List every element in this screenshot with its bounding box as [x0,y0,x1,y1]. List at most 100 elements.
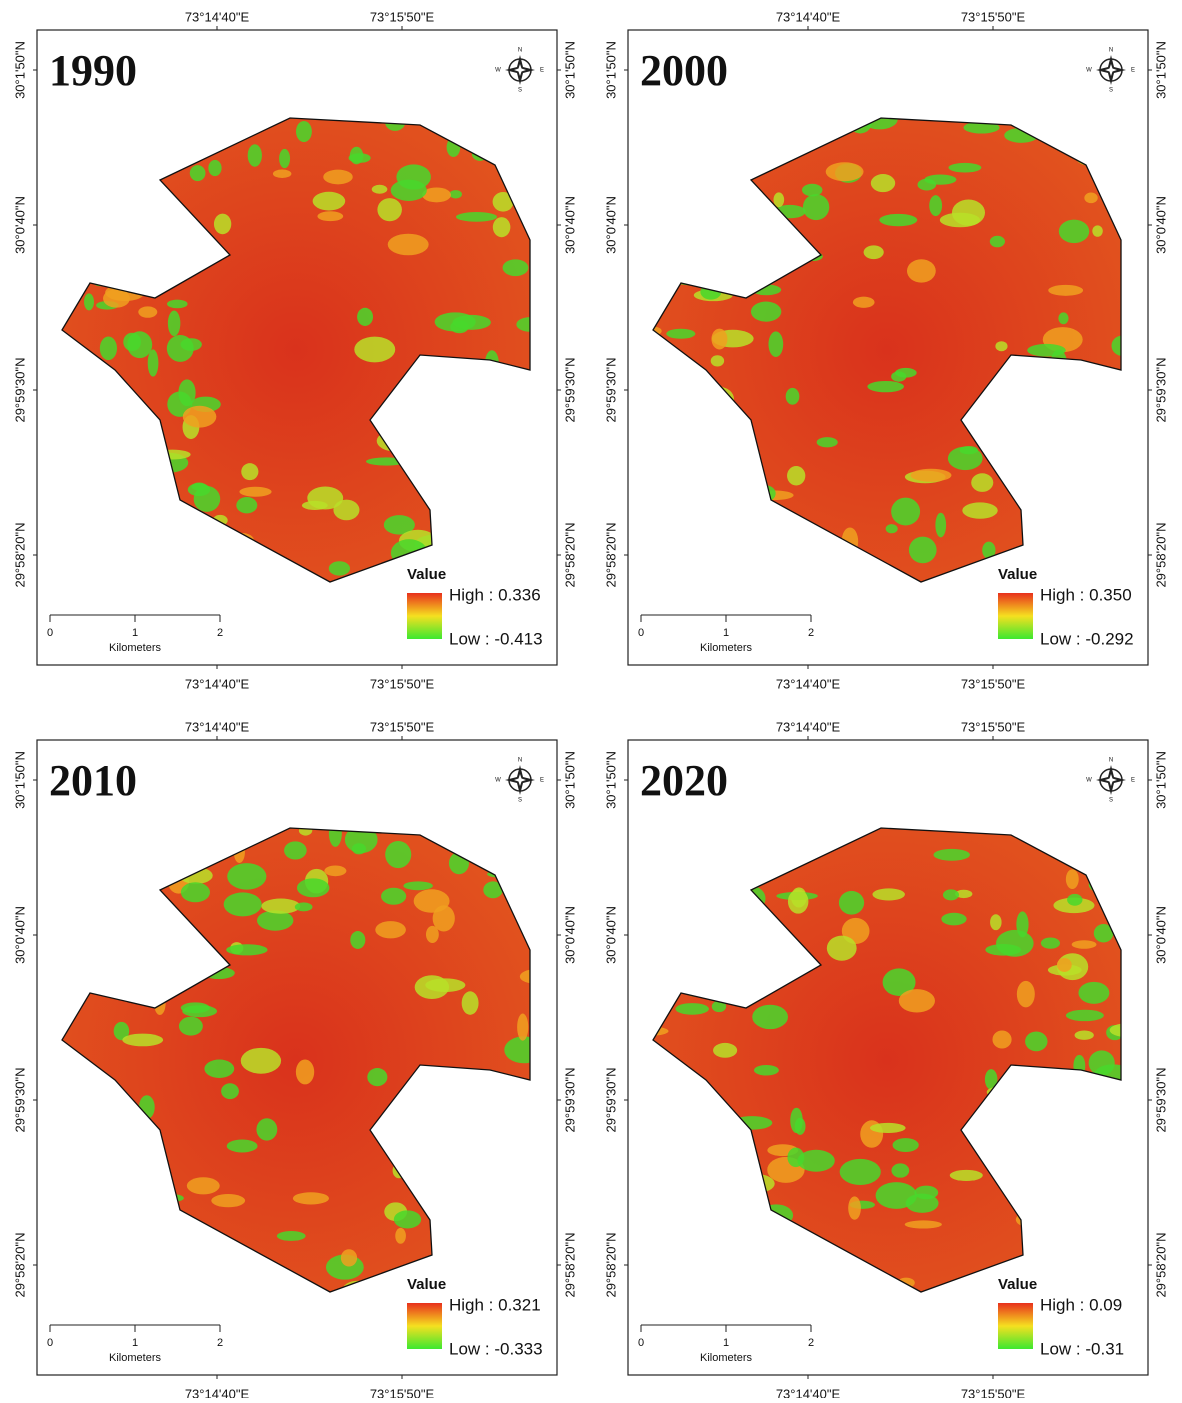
vegetation-patch [261,898,301,914]
vegetation-patch [1056,957,1072,972]
vegetation-patch [340,1249,358,1267]
vegetation-patch [295,1059,315,1085]
lat-label: 30°0'40"N [603,196,618,254]
vegetation-patch [908,536,937,564]
vegetation-patch [939,212,981,228]
vegetation-patch [1025,1031,1048,1052]
lat-label: 30°0'40"N [1153,196,1168,254]
vegetation-patch [852,296,875,308]
lat-label: 30°0'40"N [12,906,27,964]
vegetation-patch [872,888,905,901]
compass-letter: N [1109,758,1113,764]
vegetation-patch [180,882,210,903]
vegetation-patch [891,371,907,382]
vegetation-patch [517,1013,529,1041]
lat-label: 30°0'40"N [12,196,27,254]
vegetation-patch [127,331,153,359]
vegetation-patch [1071,940,1097,949]
vegetation-patch [147,349,159,377]
lon-label: 73°14'40"E [185,676,250,691]
vegetation-patch [1074,1030,1094,1040]
lon-label: 73°15'50"E [961,1386,1026,1398]
vegetation-patch [882,968,916,996]
compass-letter: S [1109,88,1113,94]
lat-label: 30°1'50"N [562,751,577,809]
vegetation-patch [208,159,222,177]
vegetation-patch [773,192,785,208]
compass: N S E W [495,758,544,804]
lat-label: 30°1'50"N [603,41,618,99]
vegetation-patch [189,165,206,182]
legend-low: Low : -0.413 [449,629,543,648]
compass-letter: N [518,48,522,54]
vegetation-patch [848,1196,861,1220]
vegetation-patch [312,191,346,211]
scale-label: 0 [47,627,53,639]
legend-title: Value [407,1276,446,1293]
vegetation-patch [1111,335,1121,356]
map-outline [652,117,1122,583]
vegetation-patch [753,1064,779,1076]
vegetation-patch [910,468,952,482]
legend-high: High : 0.350 [1040,585,1132,604]
legend-ramp [998,593,1033,639]
vegetation-patch [1058,219,1090,244]
vegetation-patch [455,212,498,222]
vegetation-patch [226,944,268,956]
vegetation-patch [1048,284,1084,296]
vegetation-patch [213,213,232,235]
vegetation-patch [182,405,217,428]
scale-label: 0 [638,627,644,639]
lat-label: 30°1'50"N [12,41,27,99]
lon-label: 73°15'50"E [370,1386,435,1398]
vegetation-patch [113,1021,130,1041]
vegetation-patch [867,380,904,393]
map-outline [61,827,531,1293]
vegetation-patch [941,912,967,926]
vegetation-patch [996,929,1034,957]
vegetation-patch [279,148,291,169]
vegetation-patch [1065,1009,1104,1022]
lon-label: 73°15'50"E [370,676,435,691]
vegetation-patch [963,121,1000,134]
lat-label: 29°58'20"N [562,522,577,587]
vegetation-patch [226,1139,258,1153]
scale-label: 1 [132,627,138,639]
vegetation-patch [948,162,982,173]
compass-letter: W [495,778,501,784]
vegetation-patch [227,863,267,890]
compass-letter: S [1109,798,1113,804]
vegetation-patch [992,1030,1012,1049]
lat-label: 29°59'30"N [562,1067,577,1132]
lat-label: 30°1'50"N [1153,41,1168,99]
vegetation-patch [240,1047,282,1074]
compass-letter: N [518,758,522,764]
vegetation-patch [870,174,896,193]
lat-label: 29°58'20"N [1153,522,1168,587]
compass-letter: W [495,68,501,74]
legend-title: Value [407,566,446,583]
vegetation-patch [99,336,118,361]
vegetation-patch [461,991,479,1015]
map-outline [652,827,1122,1293]
vegetation-patch [294,902,313,912]
vegetation-patch [292,1192,330,1205]
compass-letter: W [1086,778,1092,784]
vegetation-patch [839,1158,881,1185]
legend-title: Value [998,566,1037,583]
vegetation-patch [801,183,823,197]
lon-label: 73°15'50"E [961,719,1026,734]
vegetation-patch [826,935,857,961]
lat-label: 30°1'50"N [12,751,27,809]
lon-label: 73°14'40"E [185,1386,250,1398]
scale-label: 2 [808,1337,814,1349]
compass: N S E W [1086,48,1135,94]
vegetation-patch [449,190,462,199]
vegetation-patch [348,153,371,163]
vegetation-patch [710,355,725,367]
scale-label: 0 [638,1337,644,1349]
vegetation-patch [982,541,996,559]
vegetation-patch [904,1220,942,1229]
vegetation-patch [236,497,258,514]
